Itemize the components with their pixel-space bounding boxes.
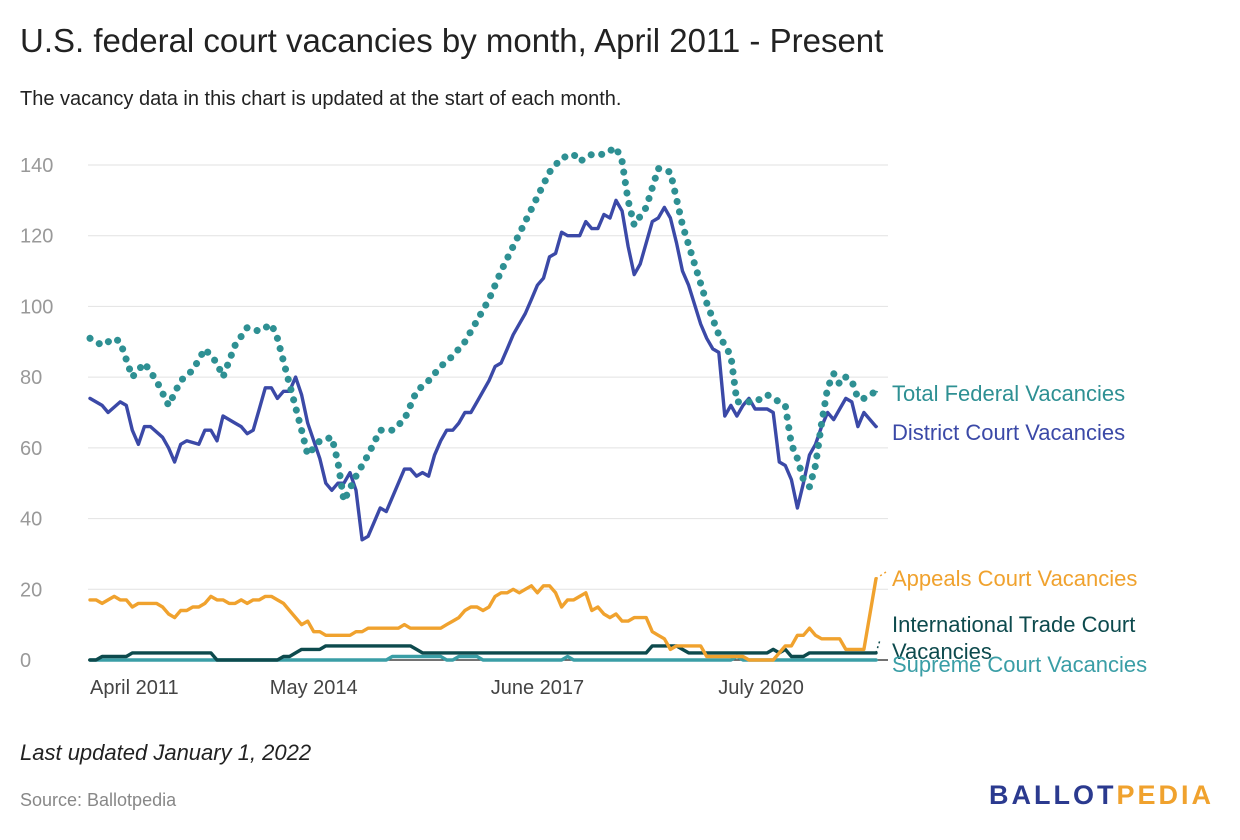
series-label-line: Appeals Court Vacancies (892, 566, 1137, 591)
y-tick-label: 60 (20, 438, 42, 460)
series-label-international-trade-court-vacancies: International Trade Court Vacancies (892, 612, 1135, 664)
label-leader (875, 639, 881, 654)
series-label-line: Vacancies (892, 639, 992, 664)
y-tick-label: 100 (20, 296, 53, 318)
series-lines (86, 142, 880, 662)
logo-part-pedia: PEDIA (1116, 780, 1214, 810)
y-tick-label: 40 (20, 509, 42, 531)
last-updated-note: Last updated January 1, 2022 (20, 740, 312, 765)
label-leader (875, 571, 887, 580)
y-tick-label: 120 (20, 226, 53, 248)
series-line-total-federal-vacancies (86, 142, 880, 513)
y-tick-label: 20 (20, 579, 42, 601)
y-axis-ticks: 0 20 40 60 80 100 120 140 (20, 155, 53, 672)
chart-title: U.S. federal court vacancies by month, A… (20, 22, 884, 59)
series-label-line: Total Federal Vacancies (892, 381, 1125, 406)
ballotpedia-logo[interactable]: BALLOTPEDIA (989, 780, 1214, 811)
series-line-appeals-court-vacancies (88, 577, 878, 662)
x-axis-ticks: April 2011 May 2014 June 2017 July 2020 (90, 677, 804, 699)
series-label-district-court-vacancies: District Court Vacancies (892, 420, 1125, 445)
x-tick-label: May 2014 (270, 677, 358, 699)
y-tick-label: 0 (20, 650, 31, 672)
x-tick-label: April 2011 (90, 677, 179, 699)
logo-part-ballot: BALLOT (988, 780, 1117, 810)
series-label-supreme-court-vacancies: Supreme Court Vacancies (892, 652, 1147, 677)
y-tick-label: 80 (20, 367, 42, 389)
series-label-appeals-court-vacancies: Appeals Court Vacancies (892, 566, 1137, 591)
label-leader (875, 425, 881, 428)
series-label-line: Supreme Court Vacancies (892, 652, 1147, 677)
y-tick-label: 140 (20, 155, 53, 177)
source-credit: Source: Ballotpedia (20, 790, 177, 810)
series-labels: Total Federal Vacancies District Court Va… (875, 381, 1147, 677)
grid-lines (88, 164, 888, 661)
label-leader (875, 659, 881, 662)
x-tick-label: July 2020 (718, 677, 804, 699)
series-label-line: International Trade Court (892, 612, 1135, 637)
series-label-line: District Court Vacancies (892, 420, 1125, 445)
series-line-district-court-vacancies (88, 198, 878, 542)
series-line-international-trade-court-vacancies (88, 644, 878, 662)
line-chart: 0 20 40 60 80 100 120 140 April 2011 May 2014 Jun… (20, 142, 1147, 699)
series-line-supreme-court-vacancies (88, 654, 878, 662)
chart-subtitle: The vacancy data in this chart is update… (20, 88, 622, 110)
x-tick-label: June 2017 (491, 677, 584, 699)
series-label-total-federal-vacancies: Total Federal Vacancies (892, 381, 1125, 406)
label-leader (875, 390, 881, 394)
